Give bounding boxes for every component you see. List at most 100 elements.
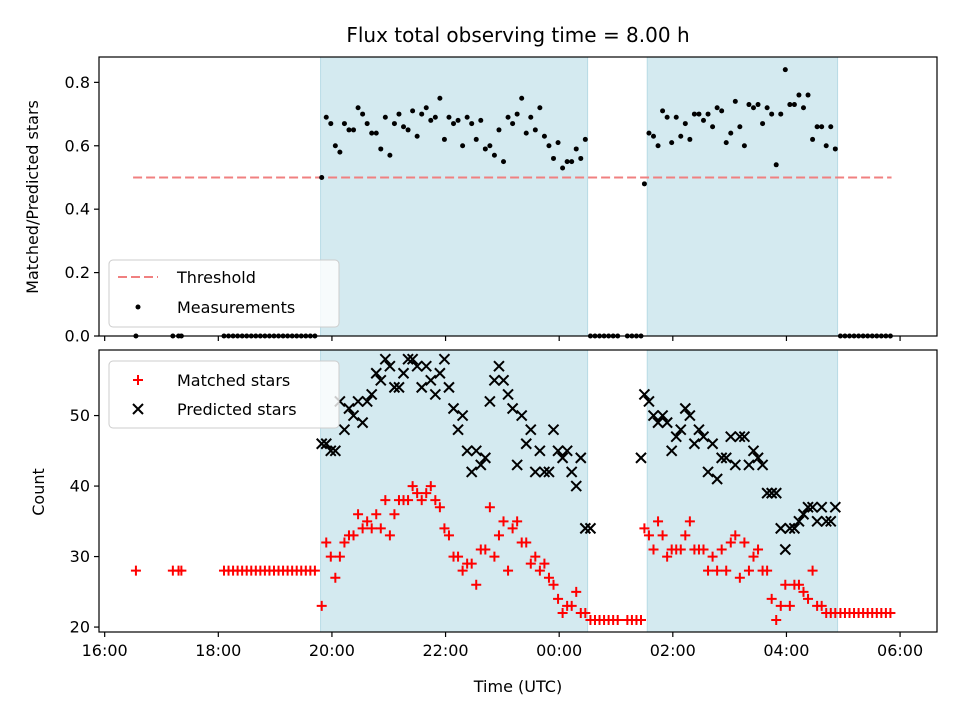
x-axis-label: Time (UTC): [473, 677, 562, 696]
matched-star-point: [530, 551, 541, 562]
predicted-star-point: [702, 466, 714, 478]
predicted-star-point: [788, 522, 801, 535]
measurement-point: [573, 146, 579, 152]
predicted-star-point: [743, 459, 755, 471]
legend-threshold-label: Threshold: [176, 268, 256, 287]
predicted-star-point: [693, 423, 705, 436]
x-tick-label: 04:00: [763, 641, 809, 660]
predicted-star-point: [475, 459, 487, 471]
predicted-star-point: [747, 445, 760, 457]
top-panel: 0.0 0.2 0.4 0.6 0.8 Threshold Measurements: [65, 56, 938, 346]
predicted-star-point: [665, 445, 678, 457]
predicted-star-point: [402, 353, 414, 365]
measurement-point: [469, 121, 475, 127]
predicted-star-point: [420, 360, 432, 372]
predicted-star-point: [529, 466, 542, 478]
matched-star-point: [309, 565, 320, 576]
matched-star-point: [489, 551, 500, 562]
measurement-point: [532, 127, 538, 133]
legend-matched-label: Matched stars: [177, 371, 290, 390]
matched-star-point: [807, 565, 818, 576]
measurement-point: [505, 114, 511, 120]
bottom-y-tick-label: 30: [70, 547, 90, 566]
matched-star-point: [453, 551, 464, 562]
measurement-point: [323, 114, 329, 120]
x-tick-label: 00:00: [536, 641, 582, 660]
predicted-star-point: [443, 381, 455, 394]
predicted-star-point: [561, 445, 573, 457]
predicted-star-point: [579, 522, 592, 535]
matched-star-point: [548, 579, 559, 590]
predicted-star-point: [775, 522, 787, 535]
matched-star-point: [407, 481, 418, 492]
matched-star-point: [539, 558, 550, 569]
top-y-axis-label: Matched/Predicted stars: [23, 100, 42, 294]
measurement-point: [546, 143, 552, 149]
matched-star-point: [316, 600, 327, 611]
legend-matched-swatch: [133, 375, 143, 385]
top-y-tick-label: 0.2: [65, 263, 90, 282]
predicted-star-point: [715, 452, 728, 464]
matched-star-point: [521, 537, 532, 548]
predicted-star-point: [484, 395, 496, 408]
measurement-point: [441, 136, 447, 142]
bottom-observing-window-1: [646, 349, 839, 633]
matched-star-point: [403, 495, 414, 506]
measurement-point: [464, 114, 470, 120]
predicted-star-point: [320, 438, 332, 450]
chart-title: Flux total observing time = 8.00 h: [346, 23, 689, 47]
measurement-point: [373, 130, 379, 136]
matched-star-point: [353, 509, 364, 520]
predicted-star-point: [725, 431, 737, 443]
measurement-point: [337, 149, 343, 155]
predicted-star-point: [679, 402, 692, 415]
measurement-point: [523, 130, 529, 136]
top-observing-window-0: [320, 56, 589, 337]
measurement-point: [551, 155, 557, 161]
measurement-point: [501, 159, 507, 165]
bottom-y-axis-label: Count: [29, 468, 48, 516]
matched-star-point: [348, 530, 359, 541]
measurement-point: [764, 105, 770, 111]
predicted-star-point: [329, 445, 342, 457]
x-tick-label: 20:00: [309, 641, 355, 660]
matched-star-point: [339, 537, 350, 548]
predicted-star-point: [343, 402, 355, 415]
predicted-star-point: [511, 459, 523, 471]
measurement-point: [541, 133, 547, 139]
matched-star-point: [648, 544, 659, 555]
measurement-point: [655, 143, 661, 149]
predicted-star-point: [656, 409, 669, 422]
predicted-star-point: [638, 388, 651, 401]
matched-star-point: [716, 544, 727, 555]
matched-star-point: [707, 551, 718, 562]
measurement-point: [823, 143, 829, 149]
measurement-point: [346, 127, 352, 133]
predicted-star-point: [738, 431, 751, 443]
matched-star-point: [412, 488, 423, 499]
matched-star-point: [176, 565, 187, 576]
measurement-point: [437, 95, 443, 101]
predicted-star-point: [425, 374, 437, 387]
predicted-star-point: [706, 438, 719, 450]
predicted-star-point: [393, 381, 405, 394]
predicted-star-point: [429, 388, 442, 401]
predicted-star-point: [461, 445, 473, 457]
matched-star-point: [721, 565, 732, 576]
matched-star-point: [698, 544, 709, 555]
predicted-star-point: [361, 395, 373, 408]
measurement-point: [819, 124, 825, 130]
measurement-point: [710, 124, 716, 130]
predicted-star-point: [534, 445, 546, 457]
measurement-point: [832, 146, 838, 152]
matched-star-point: [498, 516, 509, 527]
predicted-star-point: [575, 452, 587, 464]
predicted-star-point: [761, 487, 773, 499]
measurement-point: [796, 92, 802, 98]
measurement-point: [482, 146, 488, 152]
predicted-star-point: [688, 438, 701, 450]
measurement-point: [555, 140, 561, 146]
matched-star-point: [130, 565, 141, 576]
matched-star-point: [675, 544, 686, 555]
predicted-star-point: [652, 416, 664, 429]
